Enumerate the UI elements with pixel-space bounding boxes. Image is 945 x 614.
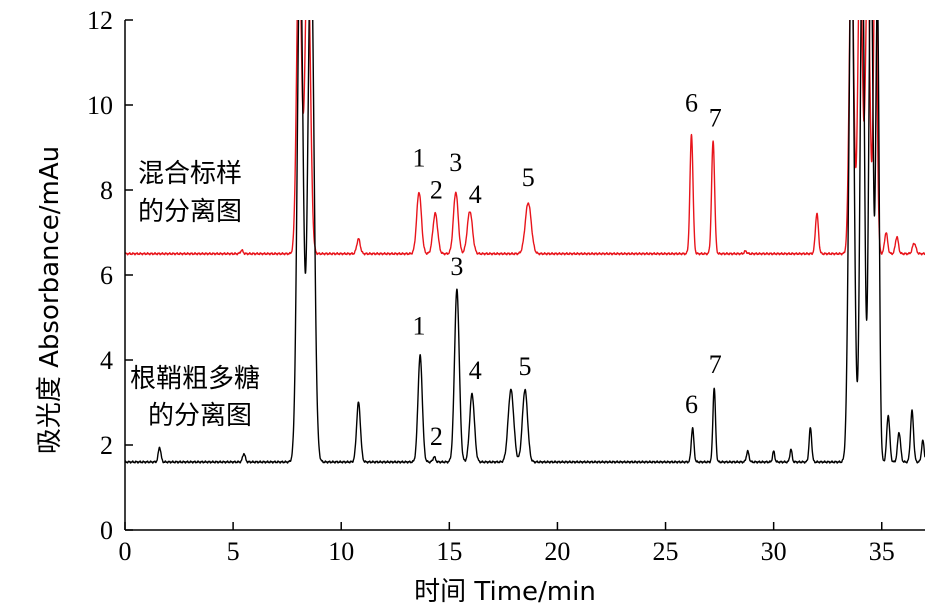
peak-label-s1-2: 3 (450, 252, 463, 281)
y-tick-label-2: 4 (100, 346, 113, 375)
x-axis-title: 时间 Time/min (414, 577, 596, 607)
peak-label-s0-6: 7 (709, 103, 722, 132)
series-line-0 (125, 20, 925, 256)
peak-label-s1-1: 2 (430, 422, 443, 451)
y-tick-label-4: 8 (100, 176, 113, 205)
series-line-1 (125, 20, 925, 464)
y-tick-label-6: 12 (87, 6, 113, 35)
peak-label-s0-5: 6 (685, 88, 698, 117)
x-tick-label-2: 10 (328, 537, 354, 566)
x-tick-label-0: 0 (119, 537, 132, 566)
peak-label-s0-0: 1 (413, 144, 426, 173)
peak-label-s0-4: 5 (522, 163, 535, 192)
y-tick-label-0: 0 (100, 516, 113, 545)
peak-label-s1-0: 1 (413, 312, 426, 341)
peak-label-s0-3: 4 (469, 180, 482, 209)
series-label-line2-1: 的分离图 (148, 401, 252, 431)
peak-label-s1-3: 4 (469, 356, 482, 385)
x-tick-label-5: 25 (653, 537, 679, 566)
peak-label-s0-2: 3 (449, 148, 462, 177)
peak-label-s0-1: 2 (430, 176, 443, 205)
peak-label-s1-5: 6 (685, 390, 698, 419)
x-tick-label-6: 30 (761, 537, 787, 566)
x-tick-label-3: 15 (436, 537, 462, 566)
y-tick-label-1: 2 (100, 431, 113, 460)
series-label-line1-1: 根鞘粗多糖 (130, 364, 260, 394)
axis-layer (124, 19, 925, 531)
peak-label-s1-6: 7 (709, 350, 722, 379)
y-tick-label-3: 6 (100, 261, 113, 290)
x-tick-label-1: 5 (227, 537, 240, 566)
x-tick-label-4: 20 (544, 537, 570, 566)
y-tick-label-5: 10 (87, 91, 113, 120)
series-label-line1-0: 混合标样 (138, 159, 242, 189)
peak-label-s1-4: 5 (519, 352, 532, 381)
x-tick-label-7: 35 (869, 537, 895, 566)
series-layer (125, 20, 925, 464)
series-label-line2-0: 的分离图 (138, 197, 242, 227)
y-axis-title: 吸光度 Absorbance/mAu (35, 146, 65, 454)
